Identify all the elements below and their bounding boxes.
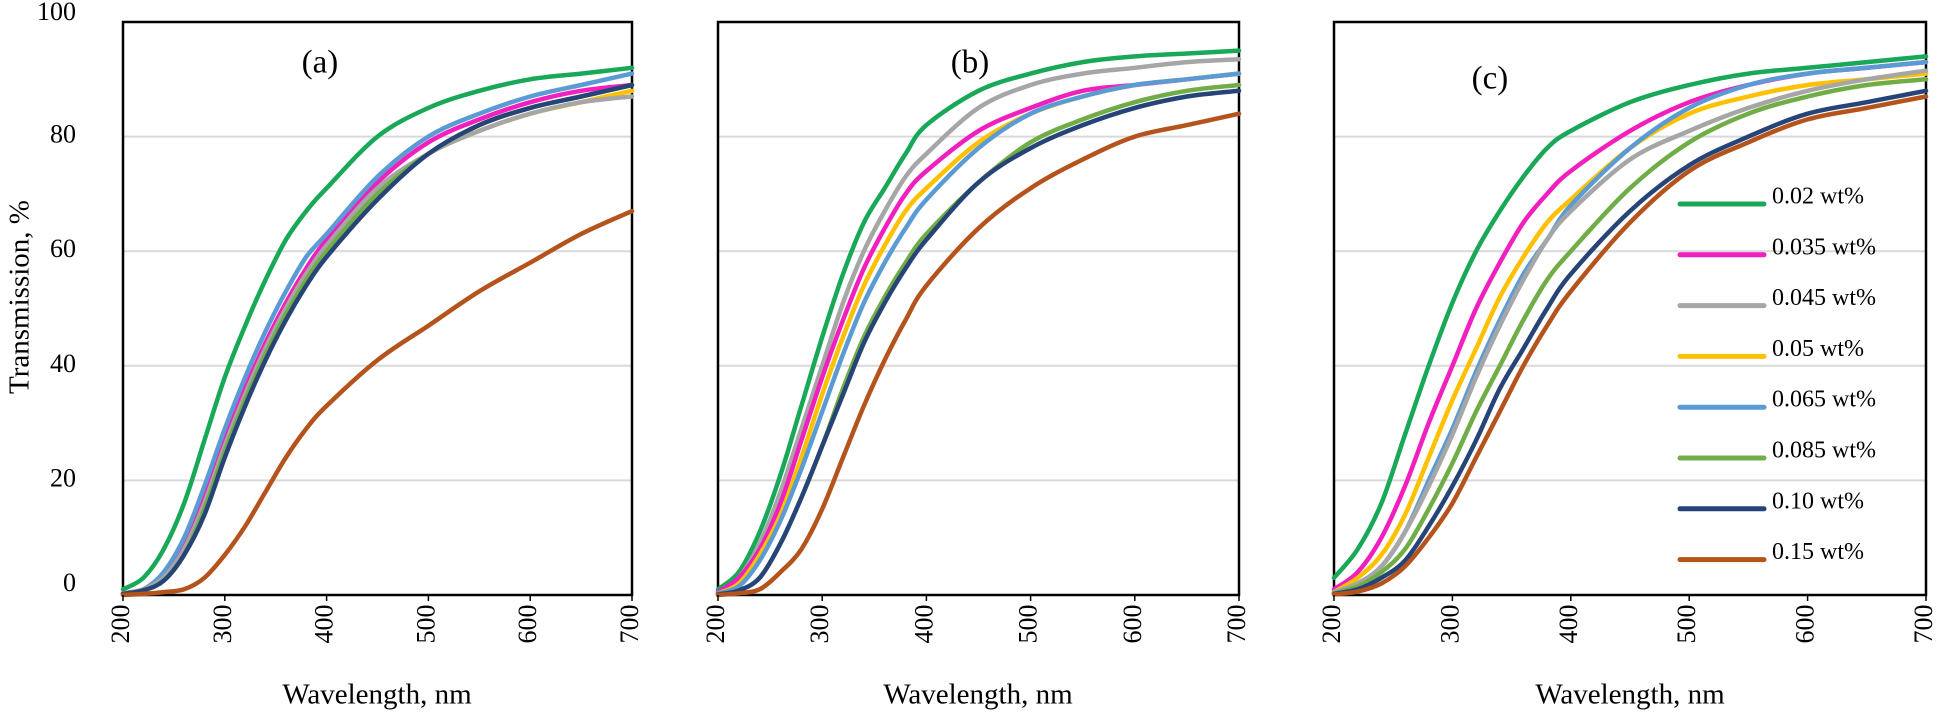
panel-c-series-0-045-wt — [1331, 68, 1929, 595]
panel-b-x-axis-title: Wavelength, nm — [883, 679, 1073, 711]
panel-b-x-tick-label-400: 400 — [909, 605, 938, 644]
panel-a-y-tick-label-40: 40 — [50, 349, 76, 378]
legend-label-0-085-wt: 0.085 wt% — [1772, 438, 1876, 464]
panel-b-x-tick-label-600: 600 — [1118, 605, 1147, 644]
legend-label-0-05-wt: 0.05 wt% — [1772, 336, 1864, 362]
panel-a-label: (a) — [302, 45, 339, 81]
panel-a-y-tick-label-0: 0 — [63, 568, 76, 597]
legend: 0.02 wt% 0.035 wt% 0.045 wt% 0.05 wt% 0.065 … — [1677, 184, 1876, 565]
panel-c-frame — [1332, 20, 1928, 597]
panel-c-x-tick-label-400: 400 — [1554, 605, 1583, 644]
panel-b-series-0-035-wt — [715, 71, 1242, 595]
panel-a-x-axis-title: Wavelength, nm — [282, 679, 472, 711]
panel-c: 200 300 400 500 600 700 (c) Wavelength, nm — [1317, 20, 1937, 711]
panel-b-x-tick-label-300: 300 — [805, 605, 834, 644]
panel-b-x-tick-label-200: 200 — [701, 605, 730, 644]
panel-a-series-0-045-wt — [120, 94, 635, 597]
y-axis-title: Transmission, % — [4, 200, 36, 394]
panel-c-x-ticks: 200 300 400 500 600 700 — [1317, 595, 1937, 644]
panel-c-x-tick-label-600: 600 — [1791, 605, 1820, 644]
panel-a-frame — [121, 20, 634, 597]
legend-label-0-15-wt: 0.15 wt% — [1772, 539, 1864, 565]
panel-b-x-tick-label-500: 500 — [1014, 605, 1043, 644]
panel-a-y-tick-label-20: 20 — [50, 463, 76, 492]
panel-b-x-ticks: 200 300 400 500 600 700 — [701, 595, 1251, 644]
panel-a-y-tick-label-80: 80 — [50, 120, 76, 149]
panel-a-series — [120, 65, 635, 598]
panel-c-label: (c) — [1472, 61, 1509, 97]
panel-a: 200 300 400 500 600 700 0 20 40 60 80 100 (a) Wave… — [37, 0, 644, 711]
panel-c-series-0-085-wt — [1331, 77, 1929, 596]
panel-a-series-0-15-wt — [120, 208, 635, 598]
panel-c-x-tick-label-700: 700 — [1909, 605, 1937, 644]
panel-c-series-0-05-wt — [1331, 71, 1929, 595]
panel-a-y-tick-label-100: 100 — [37, 0, 76, 26]
panel-a-x-tick-label-300: 300 — [208, 605, 237, 644]
panel-b-series — [715, 48, 1242, 598]
panel-c-x-tick-label-200: 200 — [1317, 605, 1346, 644]
panel-a-x-tick-label-500: 500 — [411, 605, 440, 644]
legend-label-0-065-wt: 0.065 wt% — [1772, 387, 1876, 413]
panel-b-series-0-15-wt — [715, 111, 1242, 598]
legend-label-0-02-wt: 0.02 wt% — [1772, 184, 1864, 210]
panel-b: 200 300 400 500 600 700 (b) Wavelength, nm — [701, 20, 1251, 711]
panel-b-label: (b) — [951, 45, 989, 81]
panel-a-series-0-02-wt — [120, 65, 635, 592]
panel-c-series — [1331, 54, 1929, 597]
panel-a-x-tick-label-200: 200 — [106, 605, 135, 644]
panel-a-x-ticks: 200 300 400 500 600 700 — [106, 595, 644, 644]
panel-a-x-tick-label-600: 600 — [513, 605, 542, 644]
panel-b-series-0-065-wt — [715, 71, 1242, 596]
panel-a-series-0-035-wt — [120, 82, 635, 596]
panel-a-y-ticks: 0 20 40 60 80 100 — [37, 0, 76, 597]
panel-a-x-tick-label-400: 400 — [310, 605, 339, 644]
panel-c-x-tick-label-300: 300 — [1435, 605, 1464, 644]
panel-a-y-tick-label-60: 60 — [50, 234, 76, 263]
panel-c-series-0-15-wt — [1331, 94, 1929, 597]
panel-b-series-0-085-wt — [715, 82, 1242, 597]
panel-b-series-0-045-wt — [715, 56, 1242, 595]
legend-label-0-10-wt: 0.10 wt% — [1772, 488, 1864, 514]
panel-c-series-0-02-wt — [1331, 54, 1929, 581]
panel-b-series-0-05-wt — [715, 71, 1242, 596]
panel-b-gridlines — [718, 135, 1239, 482]
panel-c-x-axis-title: Wavelength, nm — [1535, 679, 1725, 711]
panel-a-series-0-065-wt — [120, 71, 635, 596]
panel-c-series-0-10-wt — [1331, 88, 1929, 597]
panel-a-series-0-10-wt — [120, 82, 635, 597]
panel-b-series-0-02-wt — [715, 48, 1242, 592]
legend-label-0-035-wt: 0.035 wt% — [1772, 234, 1876, 260]
panel-a-x-tick-label-700: 700 — [615, 605, 644, 644]
panel-c-x-tick-label-500: 500 — [1672, 605, 1701, 644]
panel-c-gridlines — [1334, 135, 1926, 482]
panel-b-x-tick-label-700: 700 — [1222, 605, 1251, 644]
panel-b-series-0-10-wt — [715, 88, 1242, 597]
legend-label-0-045-wt: 0.045 wt% — [1772, 285, 1876, 311]
panel-b-frame — [716, 20, 1241, 597]
panel-a-series-0-085-wt — [120, 82, 635, 597]
